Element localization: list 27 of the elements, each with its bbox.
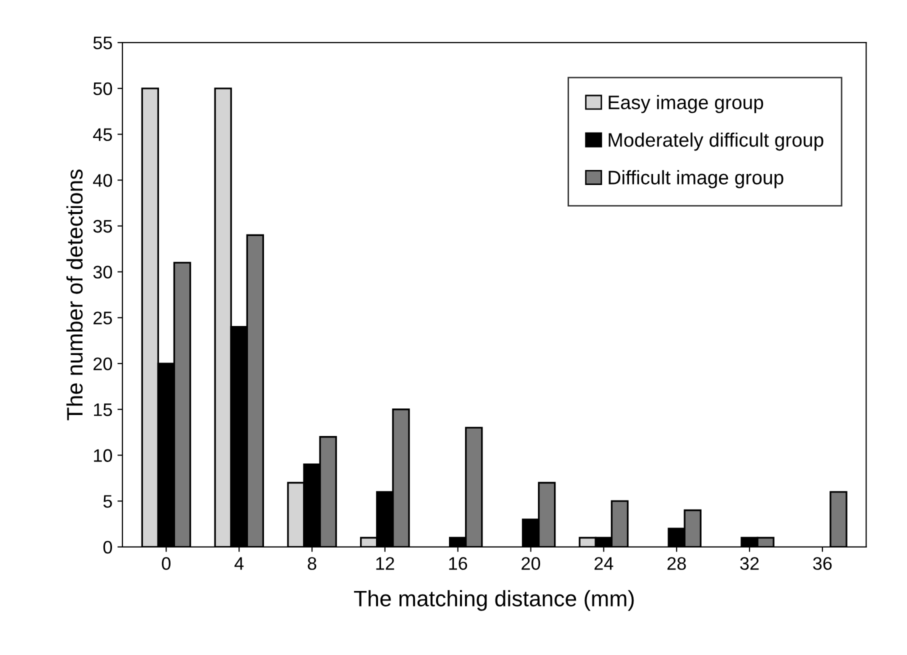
y-tick-label: 15: [94, 403, 112, 416]
y-tick-label: 10: [94, 449, 112, 462]
y-tick-label: 35: [93, 220, 112, 233]
y-tick-label: 45: [93, 128, 112, 141]
y-tick-label: 20: [94, 357, 112, 370]
x-tick-label: 20: [522, 557, 540, 570]
y-tick-label: 0: [103, 540, 112, 554]
legend-label: Easy image group: [608, 95, 764, 114]
y-tick-label: 40: [93, 174, 112, 187]
y-tick-label: 25: [94, 312, 112, 324]
x-axis-title: The matching distance (mm): [354, 590, 634, 611]
y-tick-label: 55: [93, 36, 112, 50]
x-tick-label: 32: [740, 557, 759, 570]
x-tick-label: 12: [376, 557, 394, 570]
legend-label: Difficult image group: [608, 170, 784, 188]
x-tick-label: 16: [449, 557, 468, 570]
x-tick-label: 0: [162, 557, 171, 570]
y-tick-label: 5: [103, 495, 112, 508]
legend-label: Moderately difficult group: [608, 132, 824, 151]
x-tick-label: 28: [667, 557, 686, 570]
y-tick-label: 30: [93, 266, 112, 279]
x-tick-label: 24: [594, 557, 614, 570]
y-axis-title: The number of detections: [66, 170, 83, 420]
x-tick-label: 8: [308, 557, 316, 570]
x-tick-label: 36: [813, 557, 832, 570]
x-tick-label: 4: [234, 557, 244, 570]
y-tick-label: 50: [93, 82, 112, 96]
